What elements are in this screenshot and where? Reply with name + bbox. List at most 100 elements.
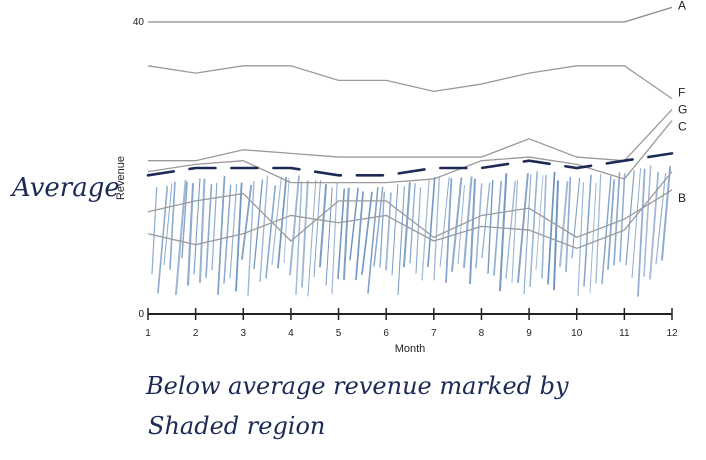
shading-stroke [277, 176, 288, 269]
shading-stroke [475, 183, 483, 269]
shading-stroke [157, 186, 169, 294]
x-tick-label: 2 [193, 328, 199, 339]
shading-stroke [169, 181, 176, 270]
shading-stroke [535, 175, 544, 271]
shading-stroke [403, 181, 411, 268]
shading-stroke [198, 178, 206, 284]
shading-stroke [355, 191, 364, 281]
shading-stroke [571, 177, 581, 259]
average-annotation: Average [10, 173, 120, 203]
series-line-b [147, 189, 673, 242]
x-ticks: 1 2 3 4 5 6 7 8 9 10 11 12 [145, 308, 678, 339]
shading-stroke [439, 176, 450, 268]
shading-stroke [468, 178, 476, 285]
series-label-c: C [678, 120, 687, 134]
x-tick-label: 4 [288, 328, 294, 339]
series-line-a [148, 6, 673, 23]
shading-stroke [361, 191, 373, 276]
shading-stroke [505, 180, 516, 279]
y-axis-title: Revenue [115, 156, 127, 200]
shading-stroke [313, 180, 321, 278]
shading-stroke [481, 182, 491, 259]
shading-stroke [421, 179, 430, 281]
shading-stroke [631, 168, 642, 279]
shading-stroke [331, 182, 338, 294]
shading-stroke [529, 171, 538, 288]
shading-stroke [343, 187, 350, 281]
shading-stroke [186, 182, 195, 286]
shading-stroke [229, 183, 238, 279]
shading-stroke [523, 174, 532, 295]
shading-stroke [385, 192, 392, 271]
series-labels: A FGC B [678, 0, 687, 205]
x-axis-title: Month [395, 343, 426, 355]
shading-stroke [415, 187, 422, 274]
shading-stroke [301, 180, 309, 288]
shading-stroke [367, 186, 379, 294]
shading-stroke [433, 176, 441, 281]
shading-stroke [619, 173, 626, 263]
shading-stroke [643, 165, 652, 277]
shading-stroke [325, 187, 333, 286]
y-tick-label: 40 [133, 17, 145, 28]
shading-stroke [613, 171, 621, 266]
shading-stroke [241, 184, 253, 260]
x-tick-label: 3 [240, 328, 246, 339]
shading-stroke [318, 183, 328, 268]
series-label-a: A [678, 0, 686, 12]
series-label-g: G [678, 103, 687, 117]
series-label-b: B [678, 191, 686, 205]
shading-stroke [511, 179, 519, 283]
shading-stroke [397, 186, 405, 296]
shading-stroke [205, 184, 213, 278]
shading-stroke [517, 172, 529, 284]
shading-stroke [379, 191, 385, 268]
x-tick-label: 11 [619, 328, 630, 339]
average-series-line [146, 152, 674, 177]
shading-stroke [223, 184, 232, 284]
x-tick-label: 5 [336, 328, 342, 339]
shading-stroke [151, 186, 158, 275]
shading-stroke [265, 185, 277, 279]
shading-stroke [391, 183, 399, 276]
shading-stroke [295, 180, 303, 295]
shading-stroke [289, 175, 300, 276]
note-line-2: Shaded region [148, 412, 325, 440]
shading-stroke [661, 165, 672, 261]
shading-stroke [211, 183, 218, 271]
shading-stroke [307, 179, 317, 297]
average-line [146, 152, 674, 177]
shading-stroke [649, 171, 660, 280]
series-lines [147, 6, 673, 249]
shading-stroke [498, 173, 508, 292]
x-tick-label: 12 [666, 328, 678, 339]
y-axis: 40 0 [133, 17, 149, 320]
shading-stroke [181, 181, 188, 259]
shading-stroke [565, 176, 572, 273]
shading-stroke [547, 171, 556, 285]
series-line-f [147, 65, 673, 100]
shading-stroke [217, 176, 226, 295]
shading-stroke [174, 179, 187, 296]
shading-stroke [601, 175, 612, 285]
shading-stroke [559, 180, 569, 267]
x-tick-label: 6 [383, 328, 389, 339]
shading-stroke [450, 177, 463, 272]
note-line-1: Below average revenue marked by [145, 372, 569, 400]
shading-stroke [577, 182, 584, 296]
series-line-c [147, 120, 673, 184]
shading-stroke [589, 182, 597, 293]
shading-stroke [193, 178, 201, 275]
x-tick-label: 8 [479, 328, 485, 339]
shading-stroke [283, 177, 290, 264]
shading-stroke [541, 174, 547, 279]
shading-stroke [427, 176, 436, 268]
shading-stroke [253, 179, 264, 270]
x-tick-label: 7 [431, 328, 437, 339]
x-tick-label: 1 [145, 328, 151, 339]
shading-stroke [247, 180, 255, 296]
shading-stroke [583, 174, 592, 287]
shading-stroke [553, 180, 559, 291]
shading-stroke [409, 182, 416, 264]
